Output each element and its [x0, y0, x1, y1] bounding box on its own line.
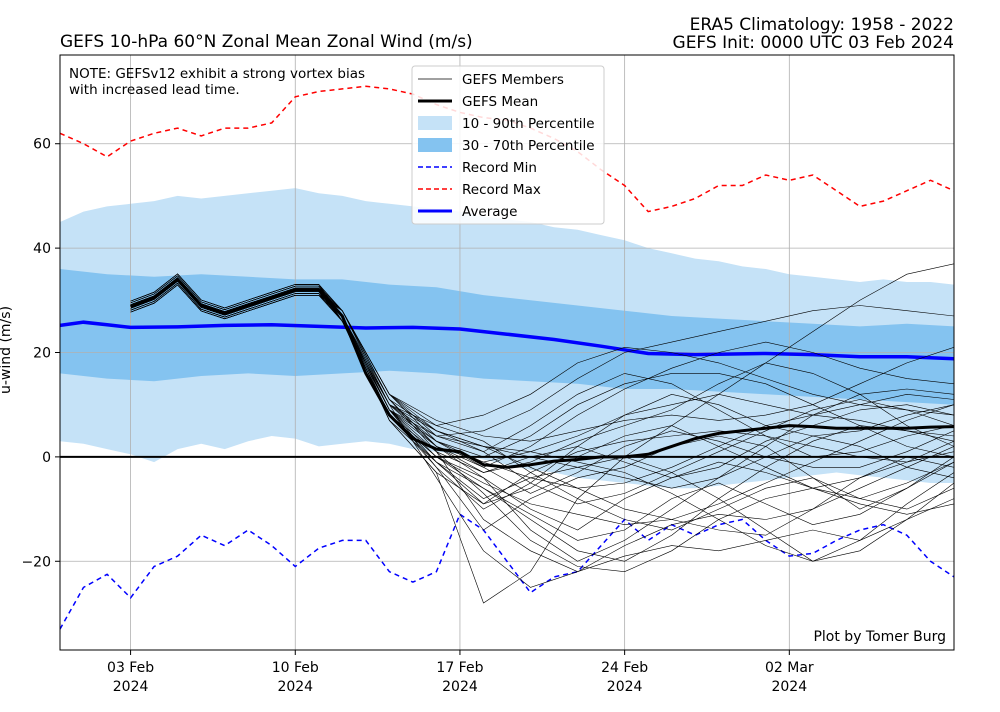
legend-item: 10 - 90th Percentile: [418, 116, 595, 132]
x-tick-year: 2024: [771, 679, 807, 695]
note-line-1: NOTE: GEFSv12 exhibit a strong vortex bi…: [69, 66, 365, 82]
legend-label: Average: [462, 204, 517, 220]
gefs-member-line: [130, 273, 954, 505]
legend-swatch: [418, 116, 452, 130]
gefs-members: [130, 263, 954, 604]
gefs-mean-line: [130, 277, 954, 469]
legend-item: 30 - 70th Percentile: [418, 138, 595, 154]
x-tick-label: 24 Feb: [601, 660, 648, 676]
x-tick-label: 17 Feb: [436, 660, 483, 676]
legend-label: GEFS Mean: [462, 94, 538, 110]
y-tick-label: 40: [33, 241, 51, 257]
x-tick-year: 2024: [607, 679, 643, 695]
y-axis: −20 0 20 40 60: [21, 137, 60, 570]
x-tick-year: 2024: [113, 679, 149, 695]
y-tick-label: 0: [42, 450, 51, 466]
note-line-2: with increased lead time.: [69, 82, 240, 98]
legend-swatch: [418, 138, 452, 152]
gefs-member-line: [130, 282, 954, 541]
x-tick-year: 2024: [442, 679, 478, 695]
x-tick-label: 10 Feb: [272, 660, 319, 676]
x-tick-label: 03 Feb: [107, 660, 154, 676]
average-line: [60, 320, 954, 361]
gefs-member-line: [130, 275, 954, 562]
legend-item: GEFS Members: [418, 72, 564, 88]
x-tick-label: 02 Mar: [765, 660, 814, 676]
legend-item: Record Min: [418, 160, 537, 176]
legend-label: Record Max: [462, 182, 541, 198]
x-axis: 03 Feb 2024 10 Feb 2024 17 Feb 2024 24 Feb 2024…: [107, 650, 814, 695]
legend-item: Record Max: [418, 182, 541, 198]
gefs-member-line: [130, 280, 954, 531]
plot-credit: Plot by Tomer Burg: [813, 629, 946, 645]
legend-box: [411, 65, 605, 225]
y-tick-label: −20: [21, 554, 51, 570]
chart-subtitle-line-1: ERA5 Climatology: 1958 - 2022: [690, 15, 954, 35]
legend-item: GEFS Mean: [418, 94, 538, 110]
legend-label: 30 - 70th Percentile: [462, 138, 595, 154]
gefs-member-line: [130, 284, 954, 494]
record-min-line: [60, 513, 954, 630]
legend-label: 10 - 90th Percentile: [462, 116, 595, 132]
y-axis-label: u-wind (m/s): [0, 306, 14, 394]
x-tick-year: 2024: [277, 679, 313, 695]
percentile-30-70-band: [60, 269, 954, 405]
y-tick-label: 60: [33, 137, 51, 153]
chart-subtitle-line-2: GEFS Init: 0000 UTC 03 Feb 2024: [673, 33, 954, 53]
legend-label: Record Min: [462, 160, 537, 176]
legend-label: GEFS Members: [462, 72, 564, 88]
legend-item: Average: [418, 204, 517, 220]
y-tick-label: 20: [33, 346, 51, 362]
chart-title: GEFS 10-hPa 60°N Zonal Mean Zonal Wind (…: [60, 32, 473, 52]
legend: GEFS Members GEFS Mean 10 - 90th Percentil…: [411, 65, 605, 225]
